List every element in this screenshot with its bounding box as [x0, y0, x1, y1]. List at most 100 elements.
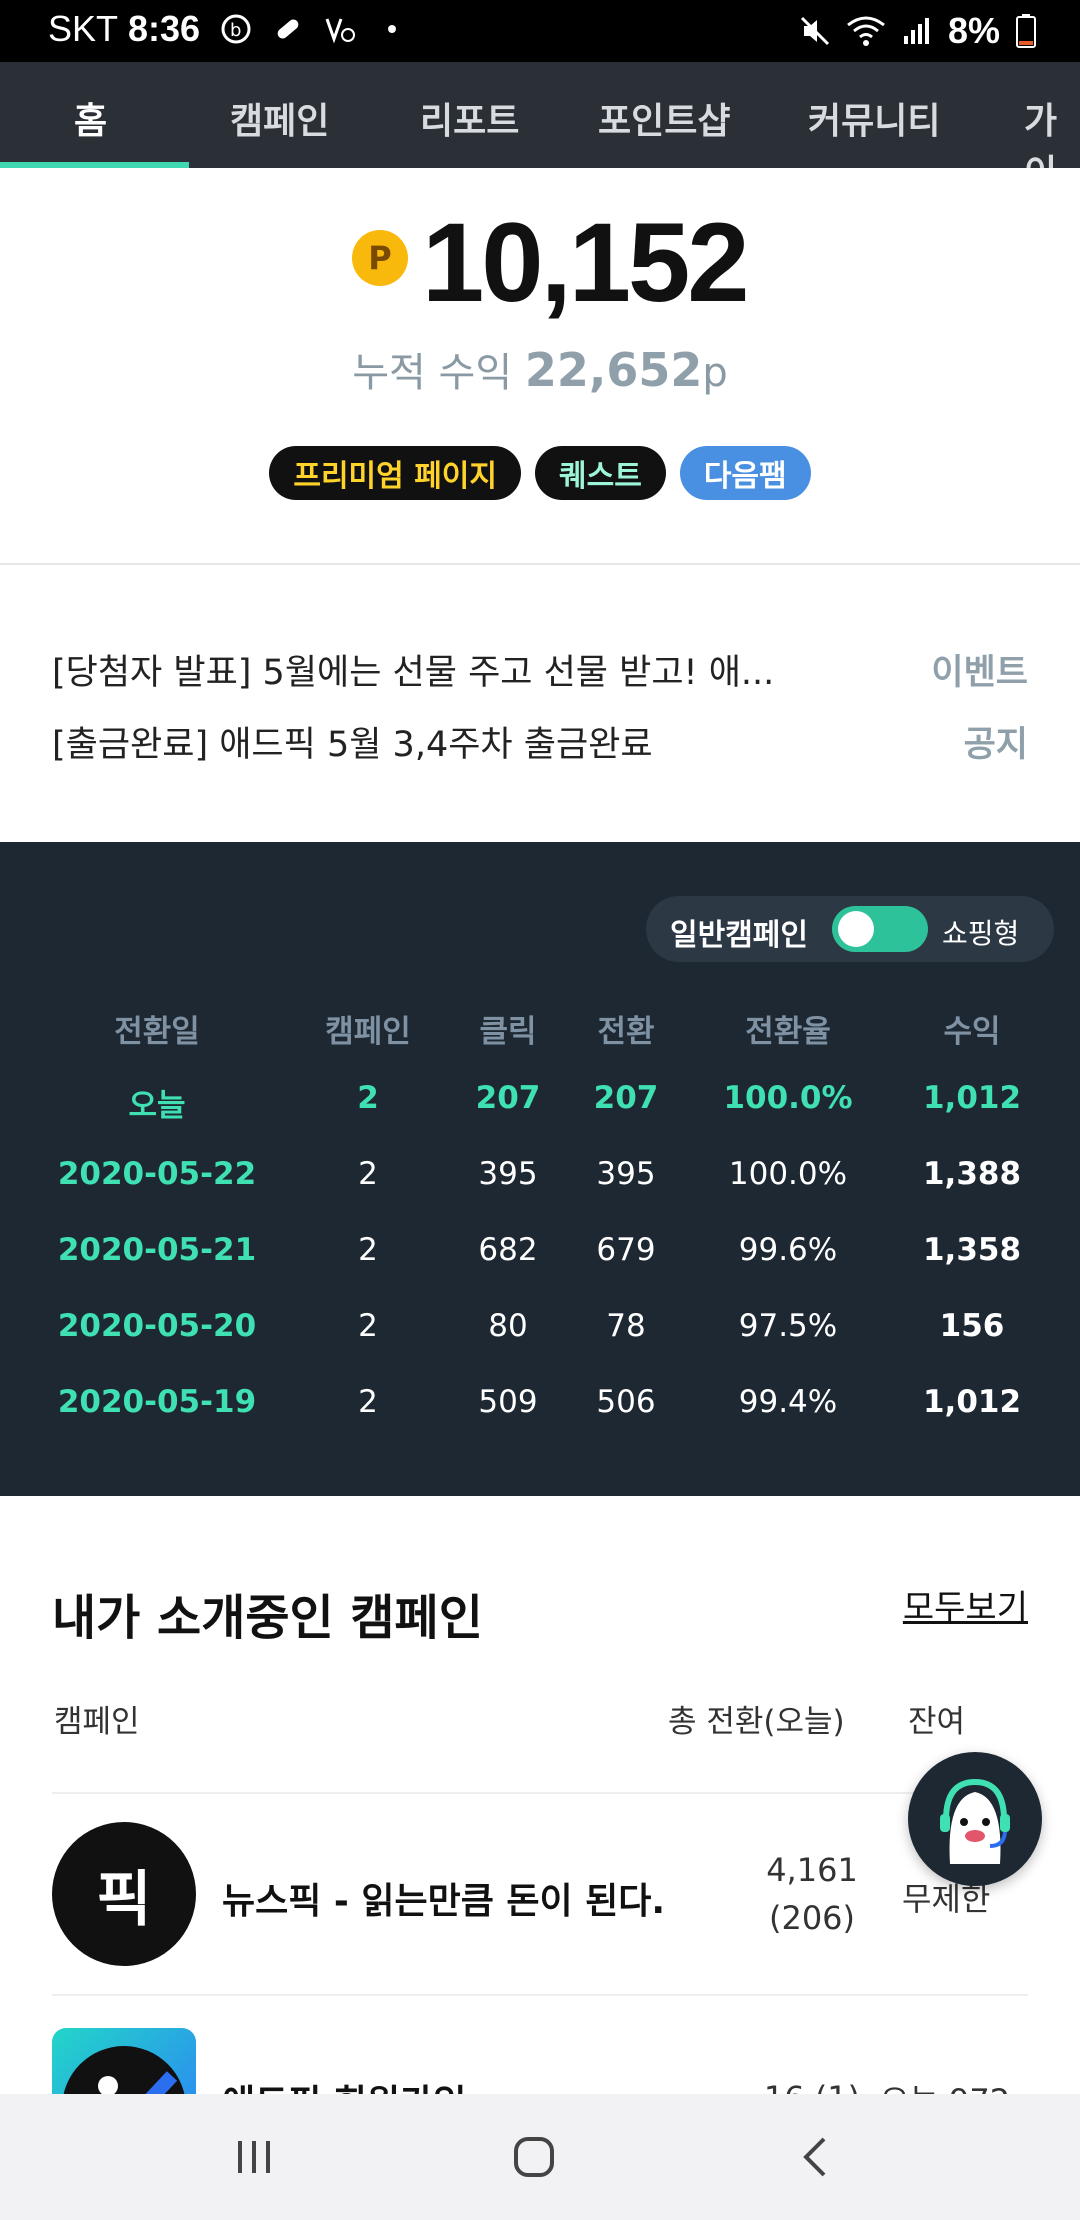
home-button[interactable] — [494, 2124, 574, 2190]
row-click: 682 — [478, 1232, 538, 1268]
notice-item[interactable]: [출금완료] 애드픽 5월 3,4주차 출금완료 공지 — [52, 716, 1028, 766]
bandage-icon — [277, 19, 299, 39]
notice-tag: 공지 — [963, 725, 1028, 765]
support-chat-button[interactable] — [908, 1752, 1042, 1886]
mute-icon — [800, 16, 830, 46]
feature-pills: 프리미엄 페이지 퀘스트 다음팸 — [0, 446, 1080, 500]
row-campaign: 2 — [357, 1080, 379, 1116]
point-coin-icon: P — [352, 230, 408, 286]
b-icon: b — [221, 14, 251, 44]
row-rate: 97.5% — [738, 1308, 838, 1344]
header-revenue: 수익 — [943, 1014, 1001, 1050]
campaign-total-today: (206) — [768, 1899, 856, 1937]
column-header-total: 총 전환(오늘) — [668, 1704, 845, 1740]
row-campaign: 2 — [358, 1384, 378, 1420]
row-rate: 99.6% — [738, 1232, 838, 1268]
column-header-campaign: 캠페인 — [54, 1704, 140, 1740]
system-nav-bar — [0, 2094, 1080, 2220]
row-revenue: 1,012 — [922, 1080, 1022, 1116]
row-click: 509 — [478, 1384, 538, 1420]
accumulated-unit: p — [702, 350, 728, 396]
header-date: 전환일 — [114, 1014, 200, 1050]
row-click: 395 — [478, 1156, 538, 1192]
accumulated-label: 누적 수익 — [352, 350, 513, 396]
row-divider — [52, 1792, 1028, 1794]
notice-title: [출금완료] 애드픽 5월 3,4주차 출금완료 — [52, 725, 653, 765]
header-campaign: 캠페인 — [325, 1014, 411, 1050]
vpn-key-icon — [325, 18, 356, 44]
row-campaign: 2 — [358, 1156, 378, 1192]
campaign-total-all: 4,161 — [766, 1851, 858, 1889]
campaign-total: 4,161 (206) — [742, 1846, 882, 1942]
back-button[interactable] — [776, 2124, 856, 2190]
accumulated-earnings: 누적 수익 22,652p — [0, 340, 1080, 398]
row-rate: 100.0% — [728, 1156, 848, 1192]
row-date: 2020-05-19 — [57, 1384, 257, 1420]
svg-text:b: b — [230, 20, 241, 41]
row-revenue: 1,358 — [922, 1232, 1022, 1268]
campaign-name: 뉴스픽 - 읽는만큼 돈이 된다. — [222, 1881, 666, 1922]
row-date: 2020-05-20 — [57, 1308, 257, 1344]
points-balance: 10,152 — [422, 200, 750, 325]
header-rate: 전환율 — [745, 1014, 831, 1050]
tab-guide[interactable]: 가이 — [1024, 101, 1058, 168]
toggle-switch[interactable] — [832, 906, 928, 952]
conversion-stats-panel: 일반캠페인 쇼핑형 전환일 캠페인 클릭 전환 전환율 수익 오늘 2 207 … — [0, 842, 1080, 1496]
recent-apps-icon — [238, 2141, 270, 2173]
section-divider — [0, 563, 1080, 565]
signal-icon — [903, 18, 929, 44]
row-conversion: 506 — [596, 1384, 656, 1420]
status-bar: SKT 8:36 b 8% — [0, 0, 1080, 62]
row-rate: 100.0% — [723, 1080, 853, 1116]
row-conversion: 207 — [593, 1080, 659, 1116]
toggle-knob — [838, 911, 874, 947]
row-conversion: 395 — [596, 1156, 656, 1192]
row-revenue: 156 — [939, 1308, 1005, 1344]
row-conversion: 78 — [606, 1308, 646, 1344]
tab-community[interactable]: 커뮤니티 — [808, 101, 941, 142]
newspick-logo: 픽 — [52, 1822, 196, 1966]
toggle-label-shopping: 쇼핑형 — [942, 917, 1020, 950]
notice-item[interactable]: [당첨자 발표] 5월에는 선물 주고 선물 받고! 애... 이벤트 — [52, 644, 1028, 694]
carrier-label: SKT — [48, 8, 119, 49]
battery-icon — [1016, 14, 1036, 48]
row-campaign: 2 — [358, 1308, 378, 1344]
toggle-label-general: 일반캠페인 — [670, 918, 808, 953]
tab-home[interactable]: 홈 — [74, 101, 108, 142]
tab-campaign[interactable]: 캠페인 — [230, 101, 330, 142]
top-tab-bar: 홈 캠페인 리포트 포인트샵 커뮤니티 가이 — [0, 62, 1080, 168]
wifi-icon — [847, 16, 885, 46]
campaign-remain: 무제한 — [902, 1880, 991, 1918]
row-click: 207 — [475, 1080, 541, 1116]
points-summary: P 10,152 누적 수익 22,652p 프리미엄 페이지 퀘스트 다음팸 — [0, 168, 1080, 563]
accumulated-value: 22,652 — [524, 343, 703, 397]
premium-page-button[interactable]: 프리미엄 페이지 — [269, 446, 522, 500]
quest-button[interactable]: 퀘스트 — [535, 446, 666, 500]
tab-report[interactable]: 리포트 — [420, 101, 520, 142]
row-rate: 99.4% — [738, 1384, 838, 1420]
notice-title: [당첨자 발표] 5월에는 선물 주고 선물 받고! 애... — [52, 653, 775, 693]
row-campaign: 2 — [358, 1232, 378, 1268]
notice-tag: 이벤트 — [931, 653, 1028, 693]
row-revenue: 1,388 — [922, 1156, 1022, 1192]
daum-fam-button[interactable]: 다음팸 — [679, 446, 811, 500]
header-conversion: 전환 — [597, 1014, 655, 1050]
campaign-type-toggle[interactable]: 일반캠페인 쇼핑형 — [646, 896, 1054, 962]
tab-pointshop[interactable]: 포인트샵 — [598, 101, 731, 142]
dot-icon — [388, 25, 397, 33]
row-conversion: 679 — [596, 1232, 656, 1268]
row-date: 2020-05-21 — [57, 1232, 257, 1268]
header-click: 클릭 — [479, 1014, 537, 1050]
headset-mascot-icon — [940, 1778, 1010, 1864]
row-click: 80 — [488, 1308, 528, 1344]
column-header-remain: 잔여 — [908, 1704, 966, 1740]
clock: 8:36 — [128, 8, 201, 49]
see-all-link[interactable]: 모두보기 — [902, 1588, 1028, 1628]
active-tab-indicator — [0, 162, 189, 168]
recent-apps-button[interactable] — [214, 2124, 294, 2190]
battery-percent: 8% — [947, 10, 1000, 51]
back-icon — [803, 2137, 826, 2177]
home-icon — [514, 2137, 554, 2177]
row-revenue: 1,012 — [922, 1384, 1022, 1420]
row-divider — [52, 1994, 1028, 1996]
